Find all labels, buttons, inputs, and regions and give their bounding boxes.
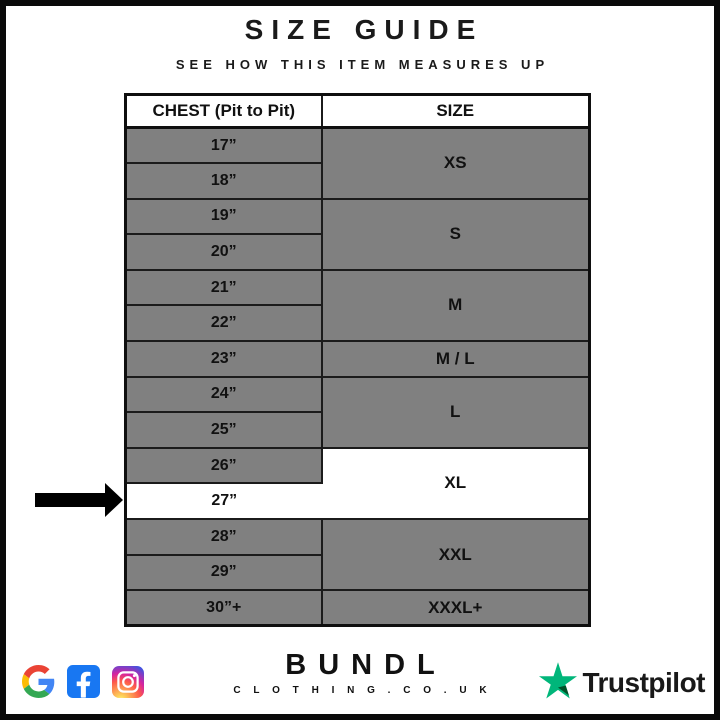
table-row: 20” [124,233,590,271]
table-row: 19” S [124,197,591,271]
trustpilot-logo: Trustpilot [539,662,705,704]
table-row: 23” M / L [124,340,591,378]
instagram-icon [112,665,144,698]
chest-cell: 22” [124,304,323,343]
chest-cell: 28” [124,518,323,556]
table-header-row: CHEST (Pit to Pit) SIZE [124,93,591,129]
brand-name: BUNDL [285,649,447,681]
chest-cell: 21” [124,268,323,307]
size-cell: L [320,375,591,449]
column-header-size: SIZE [320,93,591,129]
table-row: 28” XXL [124,518,591,592]
size-cell: XXL [320,518,591,592]
table-row: 27” [124,482,590,521]
size-cell: S [320,197,591,271]
table-row: 30”+ XXXL+ [124,589,591,627]
column-header-chest: CHEST (Pit to Pit) [124,93,323,129]
chest-cell: 25” [124,411,323,449]
page-title: SIZE GUIDE [244,14,484,45]
chest-cell: 27” [124,482,322,521]
trustpilot-star-icon [539,662,578,704]
size-cell: M [320,268,591,343]
arrow-shaft [35,493,107,507]
chest-cell: 24” [124,375,323,414]
chest-cell: 26” [124,446,323,485]
size-cell: M / L [320,340,591,378]
size-table: CHEST (Pit to Pit) SIZE 17” XS 18” 19” S 20” 2… [124,93,591,628]
chest-cell: 29” [124,554,323,592]
size-cell: XS [320,126,591,200]
chest-cell: 18” [124,162,323,200]
chest-cell: 23” [124,340,323,378]
arrow-head [105,483,123,517]
trustpilot-label: Trustpilot [582,667,705,698]
table-row: 24” L [124,375,591,449]
page-subtitle: SEE HOW THIS ITEM MEASURES UP [175,57,550,72]
facebook-icon [67,665,100,698]
brand-domain: C L O T H I N G . C O . U K [233,685,492,696]
table-row: 25” [124,411,590,449]
size-table-body: 17” XS 18” 19” S 20” 21” M 22” 23” M / L 24” L 25” 26”… [124,126,591,627]
table-row: 18” [124,162,590,200]
table-row: 22” [124,304,590,343]
social-logos [22,665,144,698]
google-icon [22,665,55,698]
chest-cell: 19” [124,197,323,236]
chest-cell: 20” [124,233,323,271]
brand-logo: BUNDL C L O T H I N G . C O . U K [0,649,720,697]
chest-cell: 17” [124,126,323,165]
table-row: 17” XS [124,126,591,200]
size-cell: XL [320,446,591,521]
table-row: 21” M [124,268,591,343]
chest-cell: 30”+ [124,589,323,627]
size-cell: XXXL+ [320,589,591,627]
table-row: 29” [124,554,590,592]
table-row: 26” XL [124,446,591,521]
